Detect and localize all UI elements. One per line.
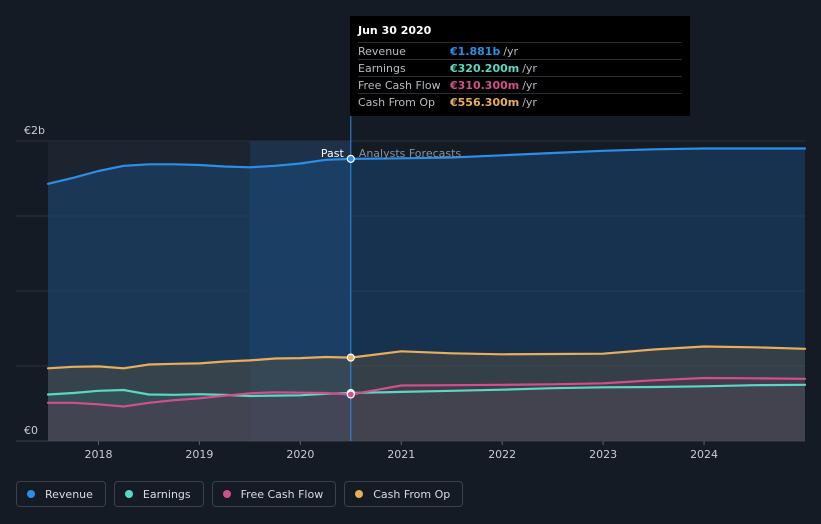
tooltip-unit: /yr (522, 78, 537, 92)
area-revenue (48, 148, 805, 441)
x-tick-label: 2020 (286, 448, 314, 461)
tooltip-value: €320.200m (450, 61, 520, 75)
tooltip-label: Cash From Op (358, 95, 436, 109)
tooltip-label: Revenue (358, 44, 406, 58)
legend-item-free-cash-flow[interactable]: Free Cash Flow (211, 481, 337, 507)
y-axis-labels: €2b €0 (24, 124, 45, 437)
series-areas (48, 148, 805, 441)
legend-item-earnings[interactable]: Earnings (113, 481, 204, 507)
legend-item-revenue[interactable]: Revenue (16, 481, 106, 507)
y-tick-label: €2b (24, 124, 45, 137)
tooltip-label: Free Cash Flow (358, 78, 441, 92)
x-tick-label: 2019 (185, 448, 213, 461)
area-earnings (48, 384, 805, 441)
legend: Revenue Earnings Free Cash Flow Cash From O… (16, 481, 464, 507)
line-revenue (46, 147, 807, 185)
line-earnings (46, 383, 807, 398)
tooltip-label: Earnings (358, 61, 406, 75)
line-cash-from-op (46, 345, 807, 370)
series-lines (46, 147, 807, 408)
legend-item-cash-from-op[interactable]: Cash From Op (344, 481, 464, 507)
legend-dot-icon (124, 490, 133, 498)
legend-label: Cash From Op (373, 487, 451, 501)
forecast-label: Analysts Forecasts (359, 147, 462, 160)
x-tick-label: 2022 (488, 448, 516, 461)
line-free-cash-flow (46, 376, 807, 408)
tooltip-date: Jun 30 2020 (358, 24, 682, 43)
x-tick-label: 2023 (589, 448, 617, 461)
marker-cash-from-op (346, 353, 355, 362)
x-tick-label: 2021 (387, 448, 415, 461)
area-cash-from-op (48, 346, 805, 441)
area-free-cash-flow (48, 378, 805, 441)
marker-revenue (346, 154, 355, 163)
legend-dot-icon (355, 490, 364, 498)
tooltip-value: €1.881b (450, 44, 501, 58)
marker-free-cash-flow (346, 390, 355, 399)
x-tick-label: 2018 (84, 448, 112, 461)
y-tick-label: €0 (24, 424, 38, 437)
tooltip-unit: /yr (503, 44, 519, 58)
tooltip-row: Free Cash Flow €310.300m/yr (358, 77, 682, 94)
x-axis-labels: 2018 2019 2020 2021 2022 2023 2024 (84, 441, 718, 461)
legend-label: Free Cash Flow (240, 487, 324, 501)
legend-label: Earnings (142, 487, 191, 501)
tooltip-unit: /yr (522, 95, 537, 109)
tooltip-rows: Revenue €1.881b/yr Earnings €320.200m/yr Fre… (358, 43, 682, 110)
tooltip-value: €556.300m (450, 95, 520, 109)
legend-label: Revenue (45, 487, 93, 501)
past-label: Past (321, 147, 345, 160)
tooltip-row: Cash From Op €556.300m/yr (358, 94, 682, 110)
tooltip-unit: /yr (522, 61, 537, 75)
tooltip-value: €310.300m (450, 78, 520, 92)
legend-dot-icon (222, 490, 231, 498)
hover-markers (346, 154, 355, 399)
legend-dot-icon (27, 490, 35, 498)
tooltip-row: Revenue €1.881b/yr (358, 43, 682, 60)
tooltip: Jun 30 2020 Revenue €1.881b/yr Earnings €32… (350, 16, 690, 116)
x-tick-label: 2024 (690, 448, 718, 461)
tooltip-row: Earnings €320.200m/yr (358, 60, 682, 77)
grid-lines (16, 140, 805, 442)
